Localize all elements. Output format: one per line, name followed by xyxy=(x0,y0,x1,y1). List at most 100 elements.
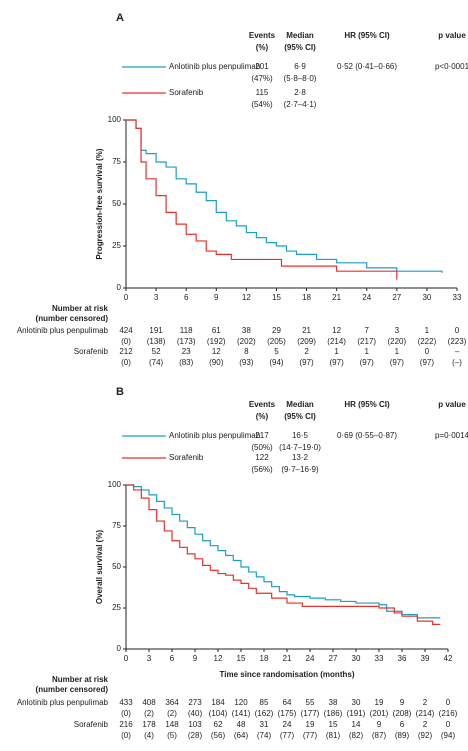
p-value: p<0·0001 xyxy=(435,62,468,71)
at-risk: 19 xyxy=(375,698,384,707)
x-tick-label: 24 xyxy=(362,293,371,302)
x-tick-label: 30 xyxy=(352,654,361,663)
censored: (89) xyxy=(395,731,410,740)
censored: (138) xyxy=(147,337,166,346)
at-risk: 424 xyxy=(119,326,133,335)
censored: (223) xyxy=(448,337,467,346)
censored: (0) xyxy=(121,731,131,740)
panel-label: B xyxy=(116,386,124,398)
risk-row-label: Sorafenib xyxy=(74,720,109,729)
censored: (0) xyxy=(121,358,131,367)
header-label: p value xyxy=(438,31,466,40)
at-risk: 29 xyxy=(272,326,281,335)
legend-label: Sorafenib xyxy=(169,453,204,462)
at-risk: 433 xyxy=(119,698,133,707)
at-risk: 0 xyxy=(455,326,460,335)
at-risk: 9 xyxy=(400,698,405,707)
median: 2·8 xyxy=(294,88,306,97)
header-label: Events xyxy=(249,31,276,40)
at-risk: 148 xyxy=(165,720,179,729)
risk-title: (number censored) xyxy=(36,314,109,323)
at-risk: 19 xyxy=(306,720,315,729)
at-risk: 48 xyxy=(237,720,246,729)
at-risk: 38 xyxy=(329,698,338,707)
at-risk: 1 xyxy=(395,347,400,356)
x-tick-label: 21 xyxy=(332,293,341,302)
at-risk: 31 xyxy=(260,720,269,729)
censored: (77) xyxy=(303,731,318,740)
x-tick-label: 18 xyxy=(302,293,311,302)
censored: (74) xyxy=(257,731,272,740)
censored: (97) xyxy=(360,358,375,367)
at-risk: 62 xyxy=(214,720,223,729)
at-risk: 1 xyxy=(334,347,339,356)
legend-label: Sorafenib xyxy=(169,88,204,97)
censored: (92) xyxy=(418,731,433,740)
censored: (40) xyxy=(188,709,203,718)
y-tick-label: 75 xyxy=(112,521,121,530)
risk-title: Number at risk xyxy=(52,304,109,313)
censored: (177) xyxy=(301,709,320,718)
censored: (64) xyxy=(234,731,249,740)
at-risk: 212 xyxy=(119,347,133,356)
at-risk: 273 xyxy=(188,698,202,707)
median-ci: (9·7–16·9) xyxy=(281,465,319,474)
censored: (2) xyxy=(167,709,177,718)
at-risk: 52 xyxy=(152,347,161,356)
at-risk: 184 xyxy=(211,698,225,707)
at-risk: 64 xyxy=(283,698,292,707)
at-risk: 30 xyxy=(352,698,361,707)
x-tick-label: 15 xyxy=(237,654,246,663)
x-tick-label: 24 xyxy=(306,654,315,663)
x-tick-label: 6 xyxy=(184,293,189,302)
y-tick-label: 25 xyxy=(112,241,121,250)
events-pct: (50%) xyxy=(251,443,273,452)
y-tick-label: 50 xyxy=(112,562,121,571)
censored: (214) xyxy=(327,337,346,346)
x-tick-label: 0 xyxy=(124,293,129,302)
censored: (28) xyxy=(188,731,203,740)
x-tick-label: 33 xyxy=(453,293,462,302)
censored: (202) xyxy=(237,337,256,346)
at-risk: 0 xyxy=(446,698,451,707)
y-axis-label: Overall survival (%) xyxy=(95,530,104,605)
censored: (82) xyxy=(349,731,364,740)
y-tick-label: 100 xyxy=(108,115,122,124)
censored: (104) xyxy=(209,709,228,718)
censored: (87) xyxy=(372,731,387,740)
censored: (–) xyxy=(452,358,462,367)
censored: (5) xyxy=(167,731,177,740)
censored: (205) xyxy=(267,337,286,346)
y-tick-label: 50 xyxy=(112,199,121,208)
at-risk: 5 xyxy=(274,347,279,356)
at-risk: 2 xyxy=(304,347,309,356)
at-risk: 178 xyxy=(142,720,156,729)
header-label: p value xyxy=(438,400,466,409)
survival-curve xyxy=(126,119,443,273)
hazard-ratio: 0·52 (0·41–0·66) xyxy=(337,62,397,71)
at-risk: 118 xyxy=(180,326,193,335)
censored: (162) xyxy=(255,709,274,718)
at-risk: 12 xyxy=(332,326,341,335)
header-label: HR (95% CI) xyxy=(344,31,390,40)
at-risk: 24 xyxy=(283,720,292,729)
events: 122 xyxy=(255,453,269,462)
header-label: Median xyxy=(286,31,314,40)
x-tick-label: 9 xyxy=(214,293,219,302)
censored: (191) xyxy=(347,709,366,718)
censored: (97) xyxy=(420,358,435,367)
at-risk: 85 xyxy=(260,698,269,707)
x-tick-label: 27 xyxy=(329,654,338,663)
censored: (2) xyxy=(144,709,154,718)
x-tick-label: 15 xyxy=(272,293,281,302)
events: 115 xyxy=(256,88,269,97)
header-label: (%) xyxy=(256,43,269,52)
x-tick-label: 27 xyxy=(392,293,401,302)
events: 201 xyxy=(255,62,269,71)
median-ci: (5·8–8·0) xyxy=(284,74,317,83)
median: 6·9 xyxy=(294,62,306,71)
header-label: (95% CI) xyxy=(284,43,316,52)
survival-curve xyxy=(126,484,441,619)
censored: (222) xyxy=(418,337,437,346)
censored: (192) xyxy=(207,337,226,346)
